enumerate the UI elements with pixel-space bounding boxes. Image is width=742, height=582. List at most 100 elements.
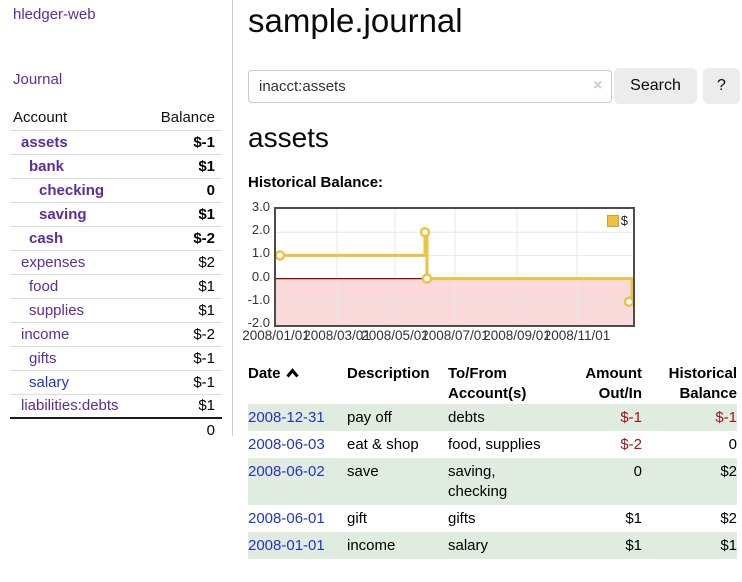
date-column-header[interactable]: Date	[248, 362, 347, 404]
nav-journal-link[interactable]: Journal	[13, 71, 63, 88]
register-row: 2008-01-01 income salary $1 $1	[248, 532, 737, 559]
account-column-header: To/From Account(s)	[448, 365, 527, 402]
account-balance: 0	[116, 177, 222, 202]
search-button[interactable]: Search	[614, 68, 697, 104]
account-balance: $1	[116, 153, 222, 178]
x-tick-label: 2008/05/01	[361, 328, 429, 343]
transaction-amount: $1	[625, 510, 642, 527]
account-balance: $1	[116, 393, 222, 418]
x-tick-label: 2008/01/01	[242, 328, 310, 343]
account-column-header: Account	[13, 109, 68, 127]
y-tick-label: -1.0	[247, 292, 270, 307]
page-title: sample.journal	[248, 2, 463, 39]
x-tick-label: 2008/11/01	[543, 328, 611, 343]
account-balance: $1	[116, 297, 222, 322]
amount-column-header: Amount Out/In	[585, 365, 642, 402]
series-label: $	[620, 213, 628, 228]
description-column-header: Description	[347, 365, 430, 382]
account-link-supplies[interactable]: supplies	[29, 301, 85, 319]
account-link-food[interactable]: food	[29, 277, 59, 295]
account-row-food: food $1	[10, 273, 222, 298]
account-link-gifts[interactable]: gifts	[29, 349, 57, 367]
transaction-accounts: saving, checking	[448, 458, 548, 505]
transaction-description: pay off	[347, 404, 448, 431]
register-row: 2008-06-02 save saving, checking 0 $2	[248, 458, 737, 505]
account-link-saving[interactable]: saving	[39, 205, 87, 223]
account-row-checking: checking 0	[10, 177, 222, 202]
help-button[interactable]: ?	[703, 68, 740, 104]
historical-balance-chart: 3.0 2.0 1.0 0.0 -1.0 -2.0	[242, 199, 740, 346]
transaction-amount: $-1	[548, 404, 642, 431]
transaction-date-link[interactable]: 2008-01-01	[248, 537, 325, 554]
transaction-description: income	[347, 532, 448, 559]
transaction-balance: $1	[642, 532, 737, 559]
chart-legend: $	[606, 213, 628, 228]
y-tick-label: 2.0	[251, 222, 270, 237]
y-tick-label: 3.0	[251, 199, 270, 214]
account-link-checking[interactable]: checking	[39, 181, 105, 199]
accounts-total-balance: 0	[116, 417, 222, 442]
accounts-header-row: Account Balance	[10, 106, 222, 130]
register-row: 2008-06-03 eat & shop food, supplies $-2…	[248, 431, 737, 458]
account-row-supplies: supplies $1	[10, 297, 222, 322]
account-balance: $-2	[116, 321, 222, 346]
transaction-amount: $1	[548, 532, 642, 559]
transaction-date-link[interactable]: 2008-06-01	[248, 510, 325, 527]
transaction-accounts: salary	[448, 532, 548, 559]
clear-search-icon[interactable]: ×	[593, 77, 603, 94]
y-tick-label: 1.0	[251, 245, 270, 260]
accounts-table: Account Balance assets $-1 bank $1 check…	[10, 106, 222, 442]
account-balance: $1	[116, 201, 222, 226]
account-heading: assets	[248, 122, 329, 153]
account-row-saving: saving $1	[10, 201, 222, 226]
account-balance: $-1	[116, 129, 222, 154]
account-link-income[interactable]: income	[21, 325, 70, 343]
transaction-amount: 0	[548, 458, 642, 505]
transaction-description: eat & shop	[347, 436, 419, 453]
account-row-assets: assets $-1	[10, 129, 222, 154]
account-row-liabilities-debts: liabilities:debts $1	[10, 393, 222, 418]
account-balance: $-2	[116, 225, 222, 250]
account-row-income: income $-2	[10, 321, 222, 346]
account-link-liabilities-debts[interactable]: liabilities:debts	[21, 397, 119, 415]
transaction-balance: $-1	[642, 404, 737, 431]
account-row-gifts: gifts $-1	[10, 345, 222, 370]
transaction-amount: $-2	[620, 436, 642, 453]
gridlines	[276, 209, 633, 325]
sort-ascending-icon	[285, 368, 299, 378]
account-link-assets[interactable]: assets	[21, 133, 68, 151]
register-row: 2008-12-31 pay off debts $-1 $-1	[248, 404, 737, 431]
register-header-row: Date Description To/From Account(s) Amou…	[248, 362, 737, 404]
account-balance: $-1	[116, 345, 222, 370]
transaction-description: gift	[347, 510, 368, 527]
data-point-markers	[274, 227, 635, 308]
transaction-description: save	[347, 458, 448, 505]
transaction-date-link[interactable]: 2008-12-31	[248, 409, 325, 426]
transaction-balance: $2	[642, 458, 737, 505]
transaction-accounts: gifts	[448, 510, 476, 527]
account-row-salary: salary $-1	[10, 369, 222, 394]
account-balance: $2	[116, 249, 222, 274]
transaction-balance: $2	[720, 510, 737, 527]
account-link-cash[interactable]: cash	[29, 229, 64, 247]
account-link-expenses[interactable]: expenses	[21, 253, 86, 271]
account-balance: $1	[116, 273, 222, 298]
account-balance: $-1	[116, 369, 222, 394]
transaction-balance: 0	[728, 436, 737, 453]
y-tick-label: 0.0	[251, 269, 270, 284]
account-link-salary[interactable]: salary	[29, 373, 70, 391]
y-tick-label: -2.0	[247, 315, 270, 330]
x-tick-label: 2008/07/01	[421, 328, 489, 343]
transaction-date-link[interactable]: 2008-06-02	[248, 463, 325, 480]
transaction-date-link[interactable]: 2008-06-03	[248, 436, 325, 453]
account-link-bank[interactable]: bank	[29, 157, 65, 175]
chart-title: Historical Balance:	[248, 174, 384, 191]
transaction-accounts: food, supplies	[448, 436, 541, 453]
chart-canvas	[274, 209, 635, 325]
transaction-accounts: debts	[448, 404, 548, 431]
chart-plot-area: $	[274, 207, 635, 327]
accounts-total-row: 0	[10, 417, 222, 442]
search-input[interactable]	[248, 70, 612, 103]
app-brand-link[interactable]: hledger-web	[13, 6, 96, 23]
register-table: Date Description To/From Account(s) Amou…	[248, 362, 737, 559]
